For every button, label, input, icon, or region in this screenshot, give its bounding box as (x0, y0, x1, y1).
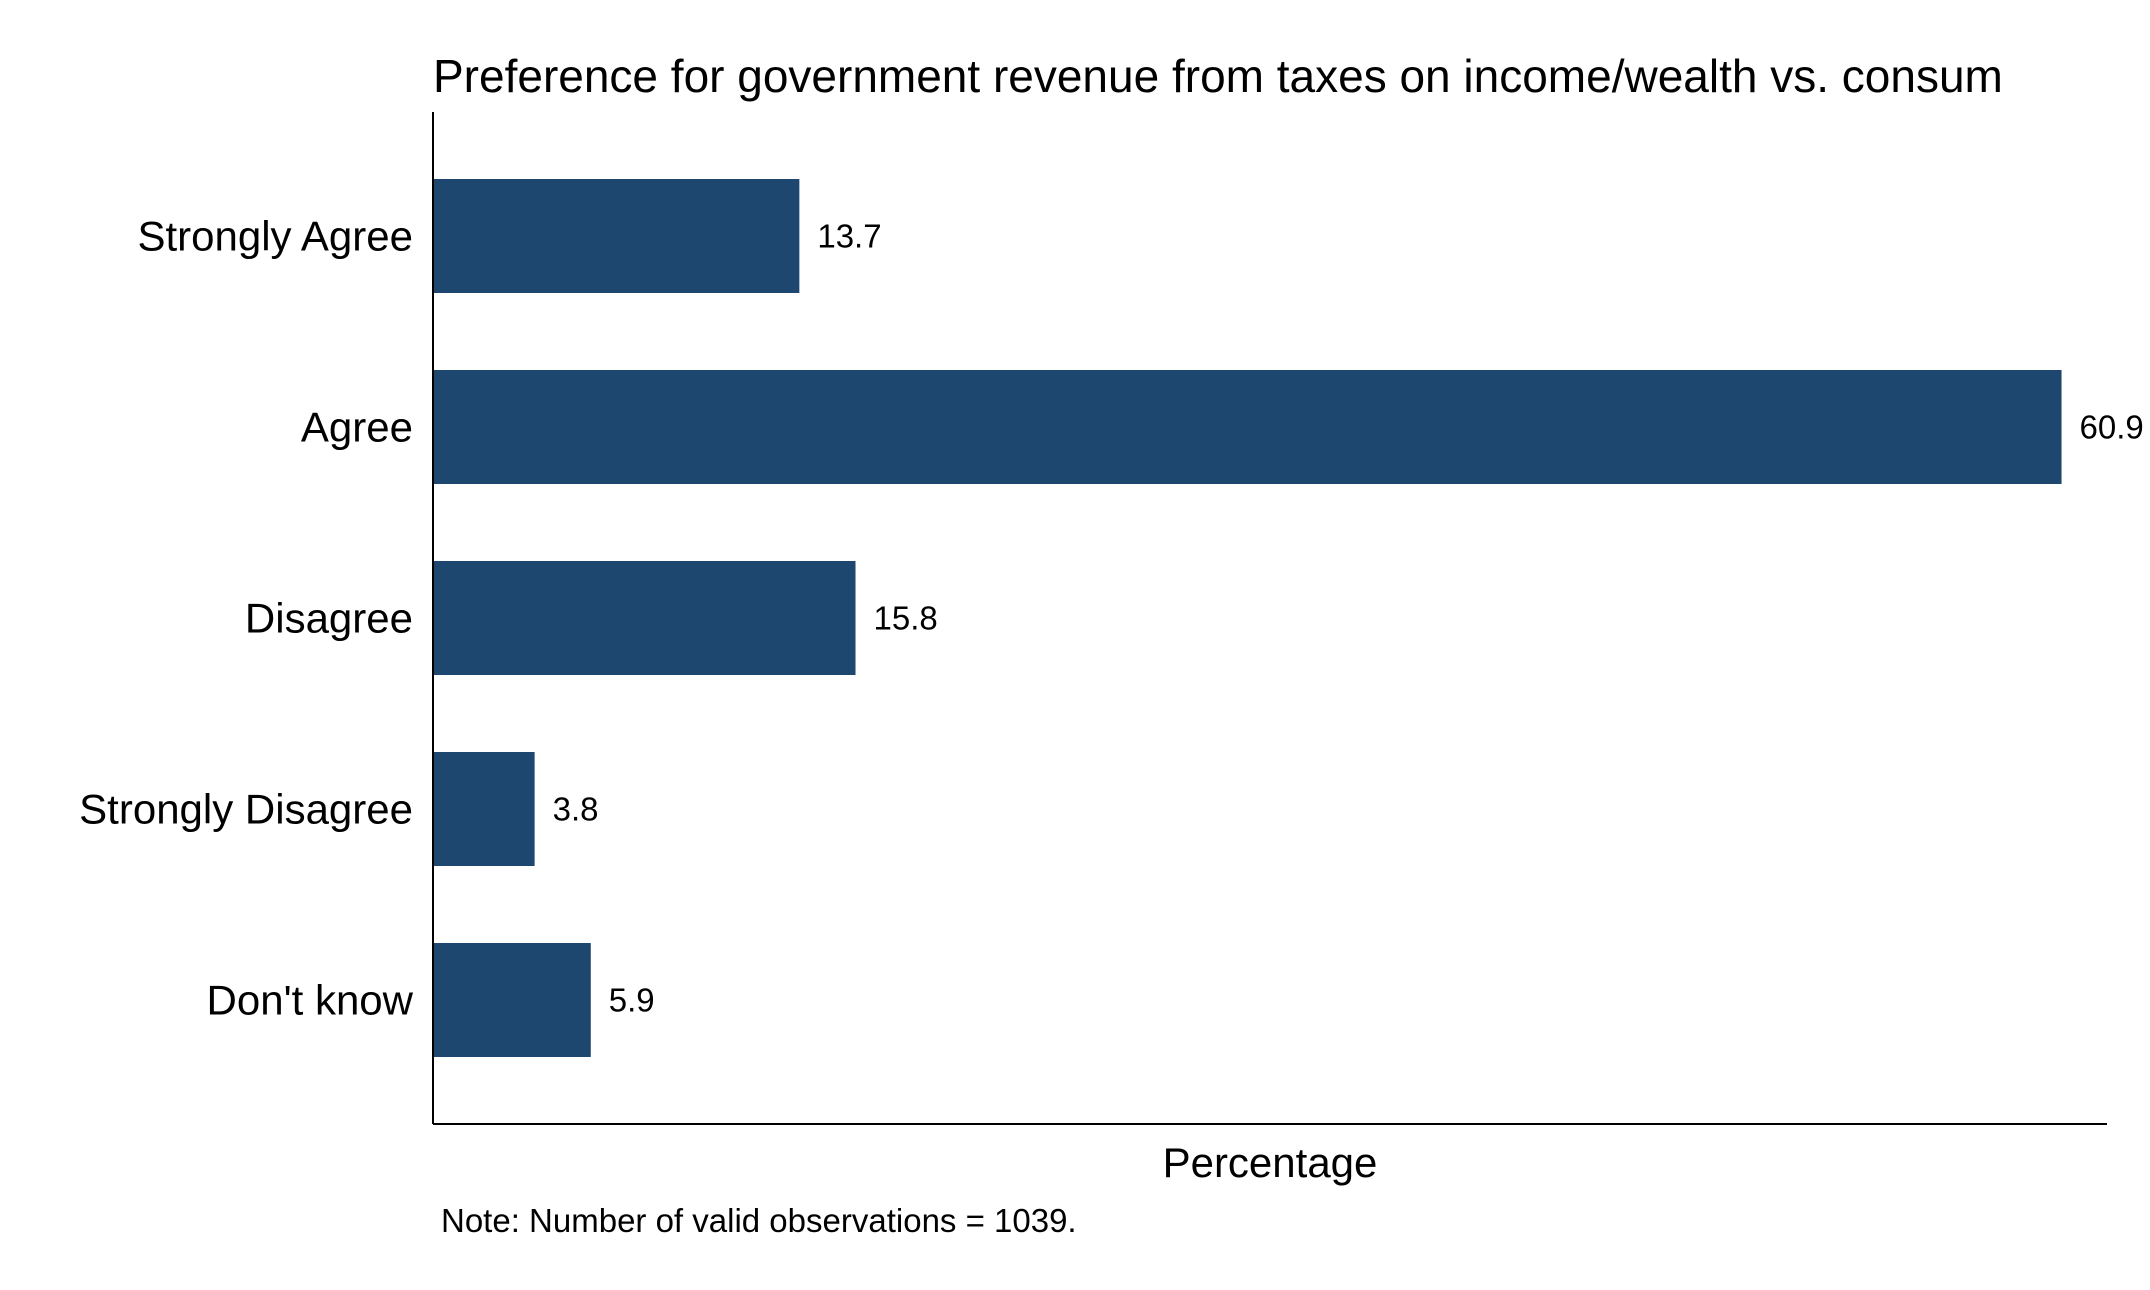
value-label: 5.9 (609, 982, 655, 1019)
category-label: Agree (301, 404, 413, 451)
bar (433, 370, 2062, 484)
category-label: Don't know (207, 977, 414, 1024)
chart-title: Preference for government revenue from t… (433, 50, 2003, 102)
bar (433, 179, 800, 293)
value-label: 13.7 (817, 218, 881, 255)
bar (433, 943, 591, 1057)
bar (433, 752, 535, 866)
value-label: 60.9 (2080, 409, 2144, 446)
bars-group (433, 179, 2062, 1057)
value-label: 3.8 (553, 791, 599, 828)
value-labels-group: 13.7 60.9 15.8 3.8 5.9 (553, 218, 2144, 1019)
category-labels-group: Strongly Agree Agree Disagree Strongly Disa… (79, 213, 413, 1024)
value-label: 15.8 (874, 600, 938, 637)
category-label: Strongly Agree (137, 213, 413, 260)
category-label: Strongly Disagree (79, 786, 413, 833)
bar (433, 561, 856, 675)
x-axis-label: Percentage (1163, 1139, 1378, 1186)
category-label: Disagree (245, 595, 413, 642)
chart-note: Note: Number of valid observations = 103… (441, 1202, 1077, 1239)
